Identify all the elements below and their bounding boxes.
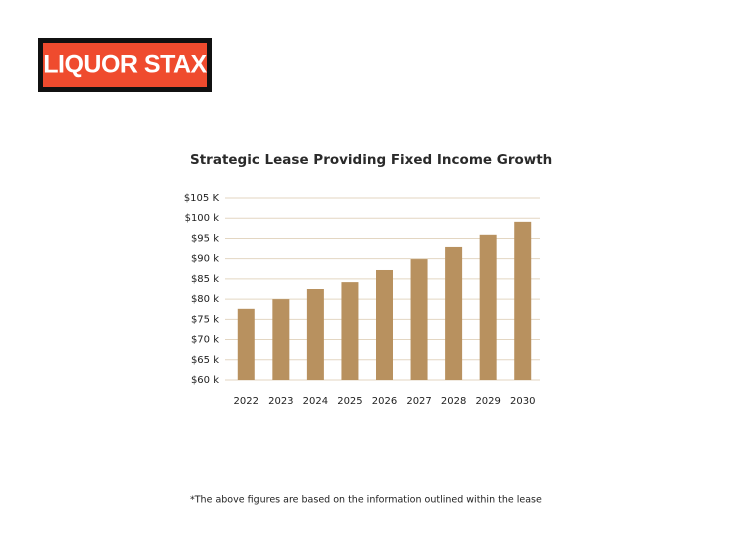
bar — [376, 269, 393, 380]
y-tick-label: $80 k — [191, 294, 219, 305]
y-tick-label: $65 k — [191, 355, 219, 366]
bar — [306, 289, 324, 380]
y-tick-label: $90 k — [191, 254, 219, 265]
x-tick-label: 2029 — [475, 396, 500, 407]
y-tick-label: $100 k — [185, 213, 220, 224]
x-tick-label: 2022 — [234, 396, 259, 407]
x-tick-label: 2023 — [268, 396, 293, 407]
x-tick-label: 2027 — [406, 396, 431, 407]
x-tick-label: 2028 — [441, 396, 466, 407]
x-tick-label: 2025 — [337, 396, 362, 407]
y-tick-label: $105 K — [184, 193, 220, 204]
footnote: *The above figures are based on the info… — [190, 495, 542, 506]
bar — [272, 299, 290, 380]
bar — [514, 221, 532, 380]
y-tick-label: $95 k — [191, 233, 219, 244]
x-tick-label: 2030 — [510, 396, 535, 407]
y-tick-label: $60 k — [191, 375, 219, 386]
logo-text: LIQUOR STAX — [43, 51, 207, 79]
bar — [445, 246, 463, 380]
chart-title: Strategic Lease Providing Fixed Income G… — [190, 152, 552, 168]
bar — [410, 259, 428, 380]
logo-background — [43, 43, 207, 87]
x-tick-label: 2024 — [303, 396, 328, 407]
bar — [479, 234, 497, 380]
y-tick-label: $85 k — [191, 274, 219, 285]
x-tick-label: 2026 — [372, 396, 397, 407]
bar — [237, 308, 255, 380]
bar — [341, 282, 359, 380]
y-tick-label: $75 k — [191, 314, 219, 325]
y-tick-label: $70 k — [191, 335, 219, 346]
